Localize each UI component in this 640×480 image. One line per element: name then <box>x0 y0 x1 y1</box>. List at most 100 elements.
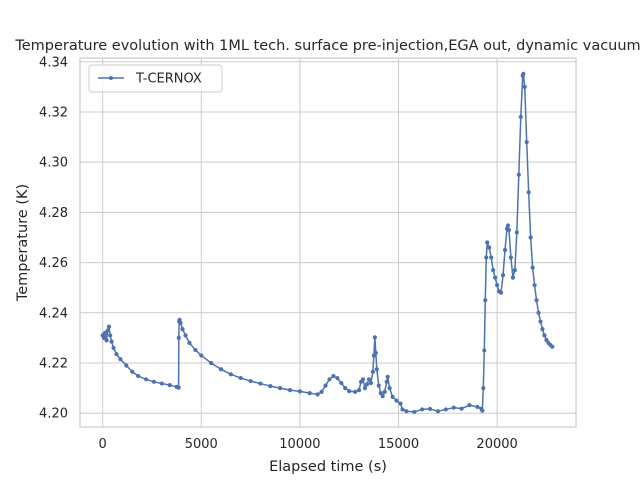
data-point <box>382 389 387 394</box>
data-point <box>339 380 344 386</box>
data-point <box>516 172 521 177</box>
y-tick-label: 4.22 <box>39 356 68 371</box>
x-tick-label: 0 <box>99 437 107 452</box>
data-point <box>297 389 302 394</box>
data-point <box>106 324 112 329</box>
data-point <box>420 407 425 412</box>
legend: T-CERNOX <box>88 64 223 93</box>
y-tick-label: 4.34 <box>39 55 68 70</box>
data-point <box>514 230 519 235</box>
data-point <box>136 373 141 379</box>
data-point <box>435 409 441 414</box>
y-tick-label: 4.20 <box>39 407 68 422</box>
data-point <box>248 378 253 384</box>
y-tick-label: 4.26 <box>39 256 68 271</box>
plot-frame <box>79 57 577 428</box>
data-point <box>508 255 514 260</box>
data-point <box>374 367 379 372</box>
data-point <box>510 275 515 280</box>
x-tick-label: 15000 <box>378 437 419 452</box>
data-point <box>368 380 373 386</box>
data-point <box>278 385 283 391</box>
data-point <box>238 375 243 381</box>
x-tick-labels: 0 5000 10000 15000 20000 <box>99 437 518 452</box>
data-point <box>356 388 362 393</box>
data-point <box>228 372 233 377</box>
data-point <box>521 71 526 76</box>
data-point <box>412 409 417 415</box>
data-point <box>467 403 472 408</box>
data-point <box>176 385 181 390</box>
data-point <box>104 338 109 343</box>
data-point <box>482 348 487 353</box>
x-tick-label: 20000 <box>476 437 517 452</box>
data-point <box>451 405 456 410</box>
data-point <box>373 350 378 356</box>
data-point <box>109 339 114 344</box>
data-point <box>524 139 529 145</box>
y-tick-label: 4.24 <box>39 306 68 321</box>
data-point <box>427 406 433 412</box>
data-point <box>505 223 511 228</box>
data-point <box>187 340 192 346</box>
data-point <box>315 392 320 397</box>
data-point <box>378 391 383 396</box>
x-axis-label: Elapsed time (s) <box>269 459 387 475</box>
data-point <box>384 379 389 384</box>
data-point <box>183 333 188 338</box>
data-point <box>522 84 527 89</box>
data-point <box>178 320 183 325</box>
data-point <box>307 391 312 396</box>
data-point <box>495 283 500 288</box>
data-point <box>101 335 106 340</box>
data-point <box>151 379 157 384</box>
data-point <box>493 275 498 280</box>
data-point <box>353 389 358 394</box>
data-point <box>489 255 494 260</box>
data-point <box>376 383 381 388</box>
data-point <box>544 337 549 342</box>
data-point <box>114 352 119 357</box>
data-point <box>398 401 403 406</box>
data-point <box>480 408 485 413</box>
data-point <box>323 383 328 388</box>
data-point <box>199 353 204 358</box>
data-point <box>481 385 486 391</box>
data-point <box>528 235 533 240</box>
x-tick-label: 5000 <box>185 437 218 452</box>
data-point <box>484 255 489 260</box>
data-point <box>534 298 539 303</box>
data-point <box>485 240 490 245</box>
data-point <box>542 333 547 338</box>
data-point <box>518 114 523 120</box>
data-point <box>327 377 332 382</box>
data-point <box>498 290 504 295</box>
data-point <box>360 377 366 382</box>
y-tick-label: 4.28 <box>39 206 68 221</box>
data-point <box>130 369 135 374</box>
data-point <box>443 407 448 412</box>
data-point <box>385 374 390 379</box>
y-tick-label: 4.30 <box>39 156 68 171</box>
data-point <box>193 347 198 353</box>
data-point <box>380 394 385 399</box>
legend-marker-swatch <box>109 76 113 80</box>
plot-background <box>80 58 576 427</box>
data-point <box>387 385 392 391</box>
data-point <box>362 385 368 391</box>
data-point <box>364 382 370 387</box>
data-point <box>176 335 181 340</box>
data-point <box>108 333 113 338</box>
data-point <box>287 388 293 393</box>
data-point <box>400 407 405 412</box>
data-point <box>390 394 395 399</box>
data-point <box>404 409 409 414</box>
grid-lines <box>80 58 576 427</box>
legend-box <box>88 64 223 93</box>
legend-label: T-CERNOX <box>135 72 202 87</box>
data-point <box>370 369 375 374</box>
data-point <box>105 328 110 333</box>
data-point <box>540 327 545 332</box>
data-point <box>536 310 541 315</box>
